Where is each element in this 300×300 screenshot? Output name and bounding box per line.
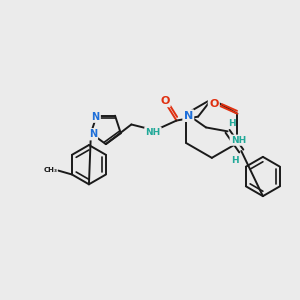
Text: N: N: [89, 129, 97, 139]
Text: N: N: [92, 112, 100, 122]
Text: O: O: [160, 96, 169, 106]
Text: H: H: [228, 119, 235, 128]
Text: N: N: [184, 111, 193, 121]
Text: NH: NH: [145, 128, 160, 137]
Text: NH: NH: [231, 136, 246, 145]
Text: H: H: [232, 156, 239, 165]
Text: CH₃: CH₃: [43, 167, 57, 172]
Text: O: O: [209, 99, 218, 109]
